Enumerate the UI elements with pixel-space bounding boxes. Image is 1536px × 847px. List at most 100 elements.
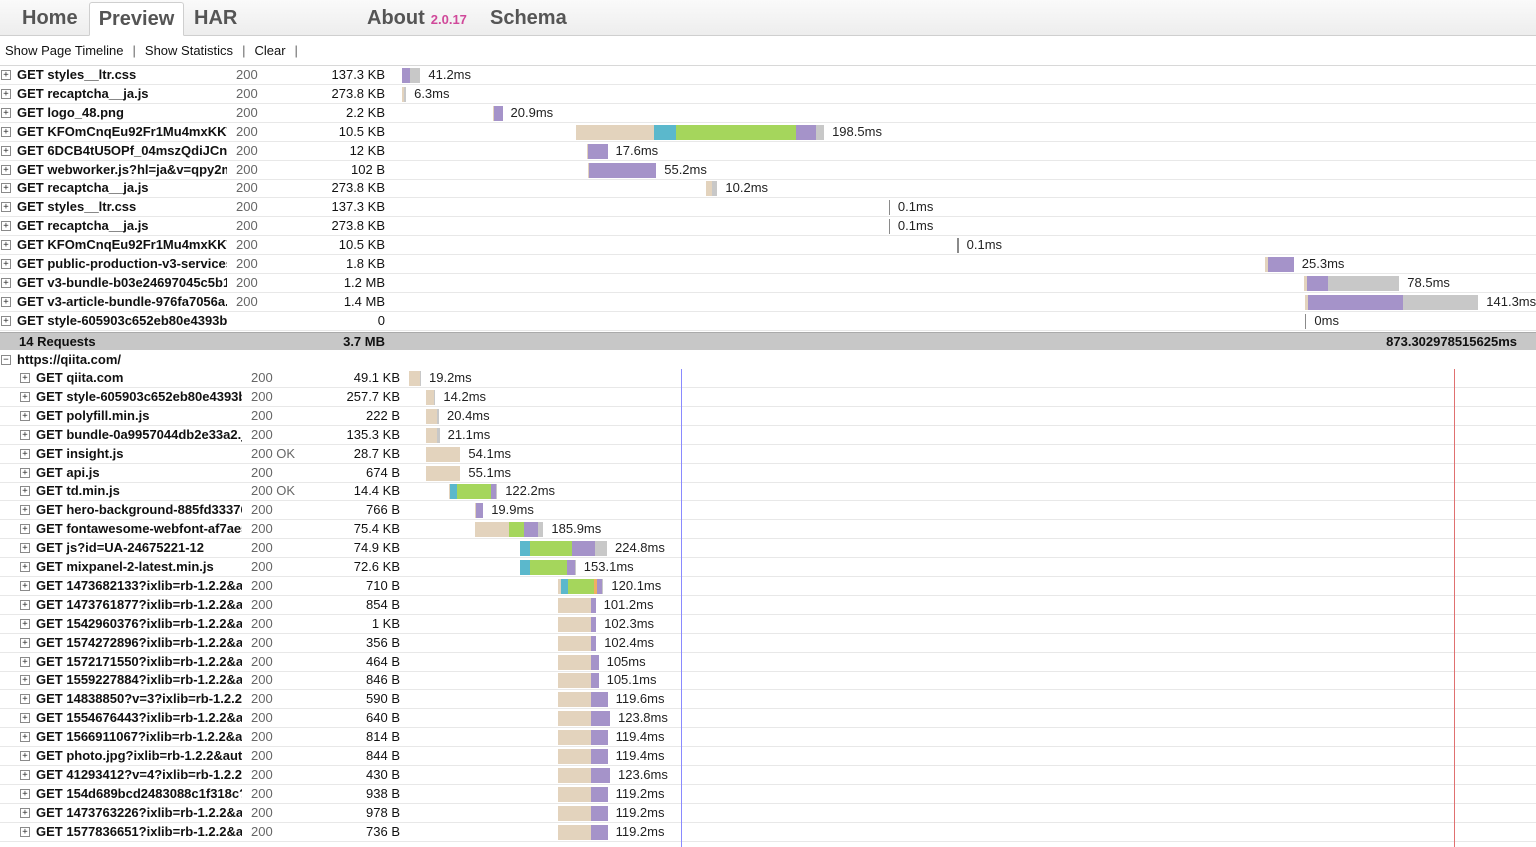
timing-bar[interactable] [557, 597, 596, 613]
request-row[interactable]: + GET recaptcha__ja.js 200 273.8 KB 10.2ms [0, 179, 1536, 199]
show-statistics-link[interactable]: Show Statistics [144, 43, 234, 58]
timing-bar[interactable] [426, 408, 439, 424]
request-url[interactable]: GET 1572171550?ixlib=rb-1.2.2&auto=forma… [36, 653, 242, 671]
timing-bar[interactable] [402, 86, 407, 102]
expand-icon[interactable]: + [1, 88, 11, 99]
request-url[interactable]: GET 1473761877?ixlib=rb-1.2.2&auto=forma… [36, 596, 242, 614]
expand-icon[interactable]: + [20, 429, 30, 440]
request-row[interactable]: + GET logo_48.png 200 2.2 KB 20.9ms [0, 104, 1536, 123]
request-row[interactable]: + GET public-production-v3-services.js 200… [0, 255, 1536, 274]
timing-bar[interactable] [426, 446, 461, 462]
timing-bar[interactable] [888, 219, 890, 235]
request-row[interactable]: + GET fontawesome-webfont-af7ae505a9.woff… [0, 520, 1536, 540]
timing-bar[interactable] [557, 673, 599, 689]
request-row[interactable]: + GET 1572171550?ixlib=rb-1.2.2&auto=form… [0, 653, 1536, 672]
request-row[interactable]: + GET 1554676443?ixlib=rb-1.2.2&auto=form… [0, 709, 1536, 729]
request-row[interactable]: + GET api.js 200 674 B 55.1ms [0, 464, 1536, 483]
request-row[interactable]: + GET 1566911067?ixlib=rb-1.2.2&auto=form… [0, 728, 1536, 748]
expand-icon[interactable]: + [20, 826, 30, 837]
timing-bar[interactable] [448, 484, 498, 500]
timing-bar[interactable] [557, 824, 608, 840]
timing-bar[interactable] [557, 730, 608, 746]
request-url[interactable]: GET qiita.com [36, 369, 242, 387]
expand-icon[interactable]: + [20, 524, 30, 535]
request-row[interactable]: + GET v3-article-bundle-976fa7056a.js 200 1… [0, 293, 1536, 312]
request-url[interactable]: GET 1473763226?ixlib=rb-1.2.2&auto=forma… [36, 804, 242, 822]
expand-icon[interactable]: + [20, 486, 30, 497]
request-row[interactable]: + GET styles__ltr.css 200 137.3 KB 0.1ms [0, 198, 1536, 218]
request-row[interactable]: + GET td.min.js 200 OK 14.4 KB 122.2ms [0, 482, 1536, 502]
request-row[interactable]: + GET polyfill.min.js 200 222 B 20.4ms [0, 407, 1536, 426]
expand-icon[interactable]: + [1, 315, 11, 326]
timing-bar[interactable] [426, 427, 440, 443]
expand-icon[interactable]: + [1, 126, 11, 137]
expand-icon[interactable]: + [1, 259, 11, 269]
expand-icon[interactable]: + [1, 183, 11, 194]
tab-schema[interactable]: Schema [490, 7, 567, 29]
expand-icon[interactable]: + [20, 505, 30, 516]
tab-preview[interactable]: Preview [89, 2, 184, 36]
request-row[interactable]: + GET 1574272896?ixlib=rb-1.2.2&auto=form… [0, 634, 1536, 653]
expand-icon[interactable]: + [20, 637, 30, 648]
request-row[interactable]: + GET 154d689bcd2483088c1f318c?ixlib=rb-1… [0, 785, 1536, 804]
timing-bar[interactable] [426, 389, 436, 405]
request-row[interactable]: + GET qiita.com 200 49.1 KB 19.2ms [0, 369, 1536, 388]
request-row[interactable]: + GET recaptcha__ja.js 200 273.8 KB 0.1ms [0, 217, 1536, 237]
request-url[interactable]: GET 1574272896?ixlib=rb-1.2.2&auto=forma… [36, 634, 242, 652]
expand-icon[interactable]: + [20, 618, 30, 629]
expand-icon[interactable]: + [20, 599, 30, 610]
timing-bar[interactable] [557, 786, 608, 802]
timing-bar[interactable] [888, 200, 890, 216]
request-url[interactable]: GET 1559227884?ixlib=rb-1.2.2&auto=forma… [36, 671, 242, 689]
timing-bar[interactable] [557, 805, 608, 821]
expand-icon[interactable]: + [20, 373, 30, 383]
expand-icon[interactable]: + [1, 221, 11, 232]
expand-icon[interactable]: + [20, 391, 30, 402]
timing-bar[interactable] [588, 162, 657, 178]
request-row[interactable]: + GET style-605903c652eb80e4393b.css 200 25… [0, 388, 1536, 407]
request-row[interactable]: + GET 1473763226?ixlib=rb-1.2.2&auto=form… [0, 804, 1536, 823]
request-url[interactable]: GET 1554676443?ixlib=rb-1.2.2&auto=forma… [36, 709, 242, 727]
request-row[interactable]: + GET 1559227884?ixlib=rb-1.2.2&auto=form… [0, 671, 1536, 691]
request-url[interactable]: GET 14838850?v=3?ixlib=rb-1.2.2&auto=for… [36, 690, 242, 708]
timing-bar[interactable] [557, 749, 608, 764]
timing-bar[interactable] [706, 181, 718, 197]
expand-icon[interactable]: + [20, 448, 30, 459]
expand-icon[interactable]: + [20, 656, 30, 667]
clear-link[interactable]: Clear [254, 43, 286, 58]
request-url[interactable]: GET style-605903c652eb80e4393b.css [17, 312, 227, 330]
request-row[interactable]: + GET mixpanel-2-latest.min.js 200 72.6 KB 1… [0, 558, 1536, 577]
expand-icon[interactable]: + [20, 562, 30, 572]
timing-bar[interactable] [576, 124, 825, 140]
expand-icon[interactable]: + [20, 410, 30, 421]
request-row[interactable]: + GET 1473761877?ixlib=rb-1.2.2&auto=form… [0, 596, 1536, 615]
expand-icon[interactable]: + [20, 580, 30, 591]
tab-home[interactable]: Home [22, 7, 78, 29]
request-url[interactable]: GET hero-background-885fd33376d0.png [36, 501, 242, 519]
timing-bar[interactable] [475, 522, 544, 538]
expand-icon[interactable]: + [1, 107, 11, 118]
expand-icon[interactable]: + [1, 70, 11, 80]
request-row[interactable]: + GET 1473682133?ixlib=rb-1.2.2&auto=form… [0, 577, 1536, 596]
expand-icon[interactable]: + [20, 769, 30, 780]
timing-bar[interactable] [409, 371, 421, 386]
request-url[interactable]: GET 6DCB4tU5OPf_04mszQdiJCnRGlbIl.woff2 [17, 142, 227, 160]
request-row[interactable]: + GET photo.jpg?ixlib=rb-1.2.2&auto=forma… [0, 747, 1536, 766]
request-row[interactable]: + GET 1577836651?ixlib=rb-1.2.2&auto=form… [0, 823, 1536, 842]
request-url[interactable]: GET 1566911067?ixlib=rb-1.2.2&auto=forma… [36, 728, 242, 746]
request-row[interactable]: + GET 41293412?v=4?ixlib=rb-1.2.2&auto=fo… [0, 766, 1536, 785]
request-row[interactable]: + GET hero-background-885fd33376d0.png 200… [0, 501, 1536, 521]
timing-bar[interactable] [557, 692, 608, 708]
timing-bar[interactable] [520, 541, 607, 557]
request-url[interactable]: GET styles__ltr.css [17, 66, 227, 84]
tab-about[interactable]: About 2.0.17 [367, 0, 467, 36]
request-url[interactable]: GET public-production-v3-services.js [17, 255, 227, 273]
request-url[interactable]: GET recaptcha__ja.js [17, 217, 227, 235]
request-url[interactable]: GET KFOmCnqEu92Fr1Mu4mxKKTU1Kg.woff2 [17, 123, 227, 141]
expand-icon[interactable]: + [20, 694, 30, 705]
request-url[interactable]: GET api.js [36, 464, 242, 482]
request-url[interactable]: GET polyfill.min.js [36, 407, 242, 425]
timing-bar[interactable] [557, 767, 610, 783]
timing-bar[interactable] [426, 465, 461, 481]
request-url[interactable]: GET 1577836651?ixlib=rb-1.2.2&auto=forma… [36, 823, 242, 841]
